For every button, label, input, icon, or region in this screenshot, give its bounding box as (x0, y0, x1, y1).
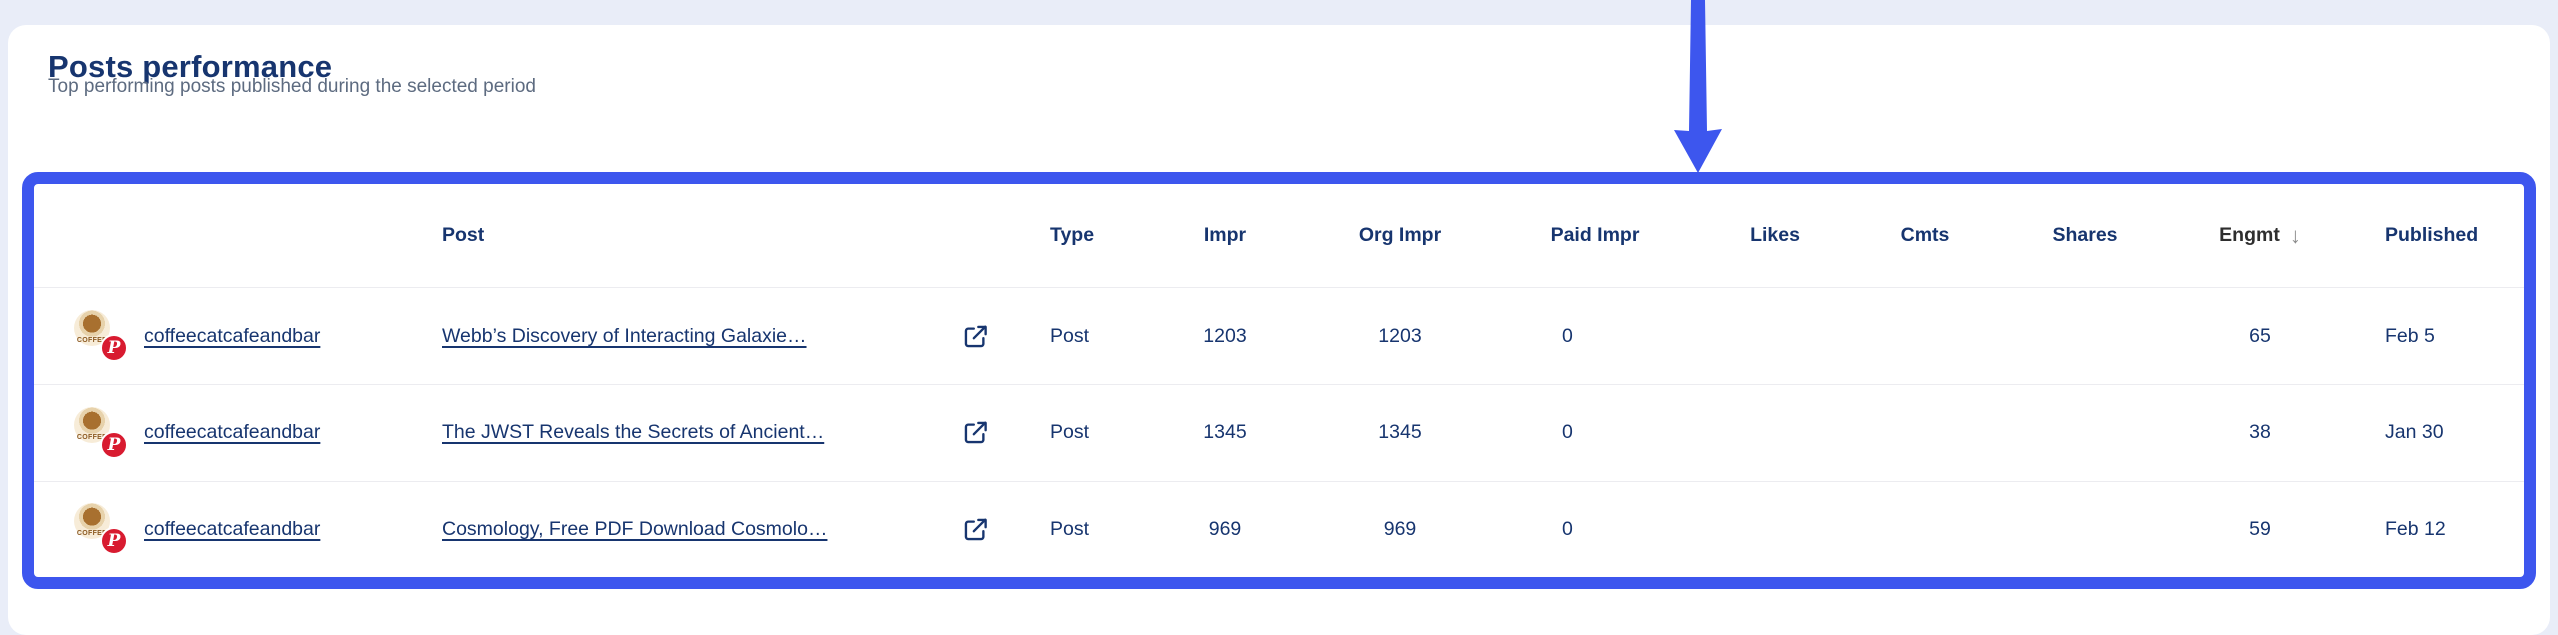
engmt-cell: 65 (2249, 324, 2271, 347)
impr-cell: 1203 (1203, 324, 1247, 347)
avatar: COFFEE P (74, 310, 128, 363)
post-title-cell: Cosmology, Free PDF Download Cosmolo… (430, 518, 940, 541)
table-row: COFFEE P coffeecatcafeandbar Webb’s Disc… (34, 287, 2524, 384)
header-type[interactable]: Type (1050, 224, 1095, 247)
table-row: COFFEE P coffeecatcafeandbar Cosmology, … (34, 480, 2524, 578)
sort-descending-icon[interactable]: ↓ (2289, 222, 2301, 248)
post-title-link[interactable]: The JWST Reveals the Secrets of Ancient… (442, 421, 825, 444)
table-header-row: Post Type Impr Org Impr Paid Impr Likes … (34, 184, 2524, 287)
type-cell: Post (1050, 517, 1090, 540)
page-title: Posts performance (48, 48, 333, 84)
header-impr[interactable]: Impr (1203, 224, 1247, 247)
external-link-icon[interactable] (940, 323, 1010, 350)
account-cell: COFFEE P coffeecatcafeandbar (34, 310, 430, 363)
account-cell: COFFEE P coffeecatcafeandbar (34, 503, 430, 556)
header-org-impr[interactable]: Org Impr (1358, 224, 1442, 247)
header-shares[interactable]: Shares (2052, 224, 2118, 247)
type-cell: Post (1050, 421, 1090, 444)
header-engmt[interactable]: Engmt ↓ (2170, 223, 2350, 249)
external-link-icon[interactable] (940, 516, 1010, 543)
header-post[interactable]: Post (442, 224, 485, 247)
engmt-cell: 38 (2249, 421, 2271, 444)
account-link[interactable]: coffeecatcafeandbar (144, 421, 321, 444)
pinterest-icon: P (100, 430, 128, 459)
org-impr-cell: 1345 (1378, 421, 1422, 444)
avatar: COFFEE P (74, 406, 128, 459)
published-cell: Feb 5 (2385, 324, 2435, 347)
impr-cell: 969 (1208, 517, 1242, 540)
impr-cell: 1345 (1203, 421, 1247, 444)
account-link[interactable]: coffeecatcafeandbar (144, 517, 321, 540)
engmt-cell: 59 (2249, 517, 2271, 540)
posts-performance-table: Post Type Impr Org Impr Paid Impr Likes … (22, 172, 2536, 589)
paid-impr-cell: 0 (1562, 324, 1573, 347)
published-cell: Feb 12 (2385, 517, 2446, 540)
post-title-cell: The JWST Reveals the Secrets of Ancient… (430, 421, 940, 444)
account-link[interactable]: coffeecatcafeandbar (144, 324, 321, 347)
published-cell: Jan 30 (2385, 421, 2444, 444)
table-row: COFFEE P coffeecatcafeandbar The JWST Re… (34, 383, 2524, 481)
account-cell: COFFEE P coffeecatcafeandbar (34, 406, 430, 459)
header-cmts[interactable]: Cmts (1900, 224, 1950, 247)
avatar: COFFEE P (74, 503, 128, 556)
pinterest-icon: P (100, 527, 128, 556)
type-cell: Post (1050, 324, 1090, 347)
external-link-icon[interactable] (940, 419, 1010, 446)
header-published[interactable]: Published (2385, 224, 2479, 247)
post-title-link[interactable]: Cosmology, Free PDF Download Cosmolo… (442, 517, 828, 540)
header-engmt-label: Engmt (2219, 224, 2280, 247)
header-paid-impr[interactable]: Paid Impr (1550, 224, 1640, 247)
pinterest-icon: P (100, 334, 128, 363)
post-title-link[interactable]: Webb’s Discovery of Interacting Galaxie… (442, 324, 807, 347)
org-impr-cell: 1203 (1378, 324, 1422, 347)
paid-impr-cell: 0 (1562, 517, 1573, 540)
org-impr-cell: 969 (1383, 517, 1417, 540)
paid-impr-cell: 0 (1562, 421, 1573, 444)
page-subtitle: Top performing posts published during th… (48, 76, 536, 97)
header-likes[interactable]: Likes (1750, 224, 1800, 247)
post-title-cell: Webb’s Discovery of Interacting Galaxie… (430, 325, 940, 348)
